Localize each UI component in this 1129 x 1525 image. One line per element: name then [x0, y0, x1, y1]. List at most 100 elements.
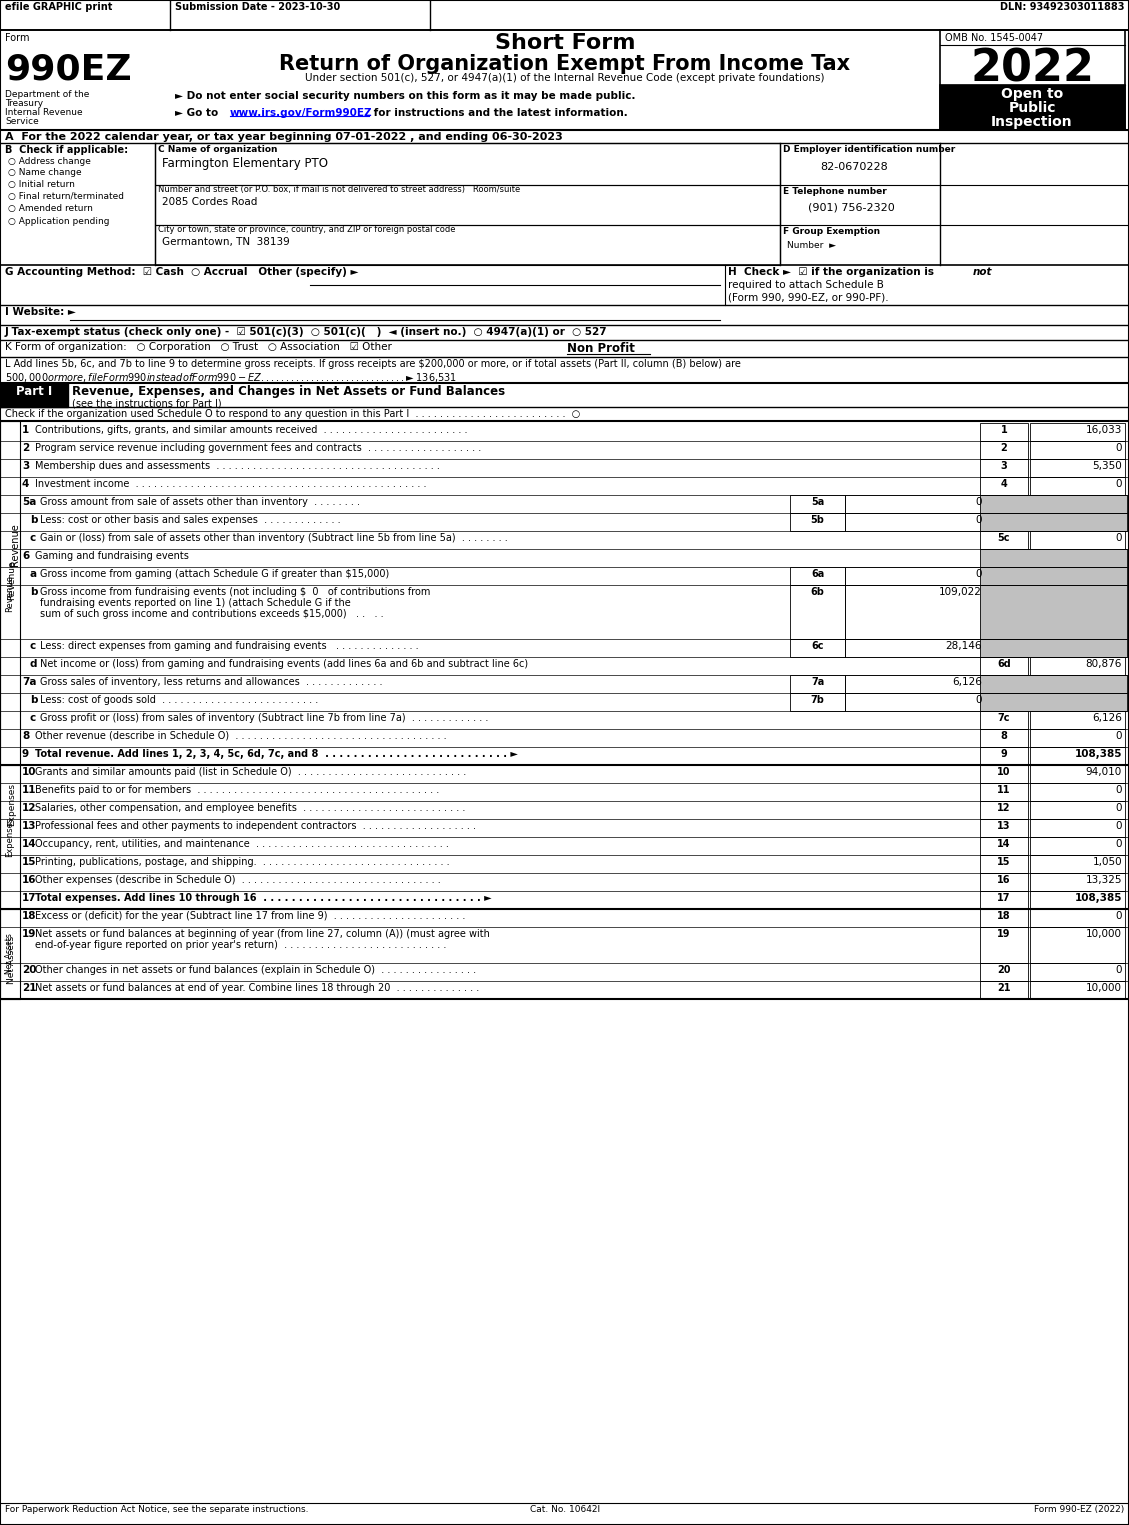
Bar — [980, 891, 1029, 909]
Bar — [1030, 729, 1124, 747]
Text: 5b: 5b — [811, 515, 824, 525]
Bar — [0, 766, 20, 909]
Text: L Add lines 5b, 6c, and 7b to line 9 to determine gross receipts. If gross recei: L Add lines 5b, 6c, and 7b to line 9 to … — [5, 358, 741, 369]
Bar — [1030, 441, 1124, 459]
Bar — [1030, 909, 1124, 927]
Bar — [980, 441, 1029, 459]
Text: 3: 3 — [21, 461, 29, 471]
Text: Salaries, other compensation, and employee benefits  . . . . . . . . . . . . . .: Salaries, other compensation, and employ… — [35, 804, 465, 813]
Text: 18: 18 — [997, 910, 1010, 921]
Text: Other changes in net assets or fund balances (explain in Schedule O)  . . . . . : Other changes in net assets or fund bala… — [35, 965, 476, 974]
Text: d: d — [30, 659, 37, 669]
Bar — [1030, 747, 1124, 766]
Text: b: b — [30, 515, 37, 525]
Bar — [940, 30, 1124, 130]
Text: required to attach Schedule B: required to attach Schedule B — [728, 281, 884, 290]
Bar — [980, 837, 1029, 856]
Text: Number and street (or P.O. box, if mail is not delivered to street address)   Ro: Number and street (or P.O. box, if mail … — [158, 185, 520, 194]
Text: 6c: 6c — [812, 640, 824, 651]
Text: For Paperwork Reduction Act Notice, see the separate instructions.: For Paperwork Reduction Act Notice, see … — [5, 1505, 308, 1514]
Text: 8: 8 — [21, 730, 29, 741]
Text: ○ Initial return: ○ Initial return — [8, 180, 75, 189]
Text: Inspection: Inspection — [991, 114, 1073, 130]
Text: 0: 0 — [975, 497, 982, 506]
Text: Expenses: Expenses — [6, 817, 15, 857]
Bar — [790, 639, 844, 657]
Bar — [980, 782, 1029, 801]
Text: E Telephone number: E Telephone number — [784, 188, 886, 197]
Text: Service: Service — [5, 117, 38, 127]
Text: Benefits paid to or for members  . . . . . . . . . . . . . . . . . . . . . . . .: Benefits paid to or for members . . . . … — [35, 785, 439, 795]
Text: OMB No. 1545-0047: OMB No. 1545-0047 — [945, 34, 1043, 43]
Bar — [1030, 856, 1124, 872]
Text: 17: 17 — [997, 894, 1010, 903]
Text: sum of such gross income and contributions exceeds $15,000)   . .   . .: sum of such gross income and contributio… — [40, 608, 384, 619]
Bar — [980, 459, 1029, 477]
Text: 2085 Cordes Road: 2085 Cordes Road — [161, 197, 257, 207]
Bar — [980, 747, 1029, 766]
Text: 21: 21 — [997, 984, 1010, 993]
Bar — [980, 676, 1127, 692]
Bar — [155, 143, 780, 185]
Text: 6: 6 — [21, 551, 29, 561]
Text: Net assets or fund balances at end of year. Combine lines 18 through 20  . . . .: Net assets or fund balances at end of ye… — [35, 984, 479, 993]
Text: 94,010: 94,010 — [1086, 767, 1122, 778]
Text: ○ Application pending: ○ Application pending — [8, 217, 110, 226]
Text: 2: 2 — [21, 442, 29, 453]
Text: Occupancy, rent, utilities, and maintenance  . . . . . . . . . . . . . . . . . .: Occupancy, rent, utilities, and maintena… — [35, 839, 449, 849]
Text: 6,126: 6,126 — [1092, 714, 1122, 723]
Text: Cat. No. 10642I: Cat. No. 10642I — [530, 1505, 599, 1514]
Text: Check if the organization used Schedule O to respond to any question in this Par: Check if the organization used Schedule … — [5, 409, 580, 419]
Text: D Employer identification number: D Employer identification number — [784, 145, 955, 154]
Text: c: c — [30, 714, 36, 723]
Bar — [844, 639, 984, 657]
Text: 4: 4 — [21, 479, 29, 490]
Text: 80,876: 80,876 — [1086, 659, 1122, 669]
Text: 28,146: 28,146 — [945, 640, 982, 651]
Text: 0: 0 — [1115, 442, 1122, 453]
Text: 0: 0 — [1115, 839, 1122, 849]
Text: Total revenue. Add lines 1, 2, 3, 4, 5c, 6d, 7c, and 8  . . . . . . . . . . . . : Total revenue. Add lines 1, 2, 3, 4, 5c,… — [35, 749, 518, 759]
Text: Open to: Open to — [1001, 87, 1064, 101]
Text: 7a: 7a — [811, 677, 824, 686]
Text: ► Do not enter social security numbers on this form as it may be made public.: ► Do not enter social security numbers o… — [175, 92, 636, 101]
Text: 7b: 7b — [811, 695, 824, 705]
Text: Part I: Part I — [16, 384, 52, 398]
Text: 11: 11 — [21, 785, 36, 795]
Text: Other expenses (describe in Schedule O)  . . . . . . . . . . . . . . . . . . . .: Other expenses (describe in Schedule O) … — [35, 875, 440, 884]
Text: H  Check ►  ☑ if the organization is: H Check ► ☑ if the organization is — [728, 267, 937, 278]
Text: 15: 15 — [21, 857, 36, 868]
Text: ○ Final return/terminated: ○ Final return/terminated — [8, 192, 124, 201]
Bar — [1030, 422, 1124, 441]
Text: 14: 14 — [997, 839, 1010, 849]
Bar — [980, 477, 1029, 496]
Bar — [1030, 872, 1124, 891]
Bar — [1030, 837, 1124, 856]
Bar — [1030, 981, 1124, 999]
Bar — [980, 711, 1029, 729]
Text: Germantown, TN  38139: Germantown, TN 38139 — [161, 236, 290, 247]
Bar — [980, 729, 1029, 747]
Text: Non Profit: Non Profit — [567, 342, 634, 355]
Bar — [980, 567, 1127, 586]
Text: Professional fees and other payments to independent contractors  . . . . . . . .: Professional fees and other payments to … — [35, 820, 476, 831]
Text: (see the instructions for Part I): (see the instructions for Part I) — [72, 398, 221, 409]
Text: $500,000 or more, file Form 990 instead of Form 990-EZ . . . . . . . . . . . . .: $500,000 or more, file Form 990 instead … — [5, 371, 457, 384]
Text: ○ Name change: ○ Name change — [8, 168, 81, 177]
Text: 7a: 7a — [21, 677, 36, 686]
Text: 12: 12 — [997, 804, 1010, 813]
Text: 9: 9 — [21, 749, 29, 759]
Text: b: b — [30, 695, 37, 705]
Text: Under section 501(c), 527, or 4947(a)(1) of the Internal Revenue Code (except pr: Under section 501(c), 527, or 4947(a)(1)… — [305, 73, 825, 82]
Bar — [980, 692, 1127, 711]
Bar — [1030, 766, 1124, 782]
Text: www.irs.gov/Form990EZ: www.irs.gov/Form990EZ — [230, 108, 373, 117]
Text: (Form 990, 990-EZ, or 990-PF).: (Form 990, 990-EZ, or 990-PF). — [728, 293, 889, 303]
Text: Net income or (loss) from gaming and fundraising events (add lines 6a and 6b and: Net income or (loss) from gaming and fun… — [40, 659, 528, 669]
Bar — [844, 496, 984, 512]
Text: fundraising events reported on line 1) (attach Schedule G if the: fundraising events reported on line 1) (… — [40, 598, 351, 608]
Text: 13,325: 13,325 — [1085, 875, 1122, 884]
Bar — [980, 856, 1029, 872]
Bar — [980, 657, 1029, 676]
Text: 10,000: 10,000 — [1086, 929, 1122, 939]
